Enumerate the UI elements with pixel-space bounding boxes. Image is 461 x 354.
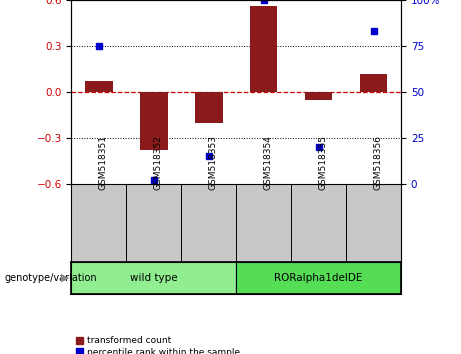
- Bar: [250, 6, 278, 92]
- Legend: transformed count, percentile rank within the sample: transformed count, percentile rank withi…: [76, 336, 240, 354]
- Bar: [140, 92, 168, 150]
- Text: RORalpha1delDE: RORalpha1delDE: [274, 273, 363, 283]
- Text: GSM518352: GSM518352: [154, 136, 163, 190]
- Bar: [71, 262, 236, 294]
- Text: GSM518351: GSM518351: [99, 135, 108, 190]
- Text: GSM518356: GSM518356: [373, 135, 383, 190]
- Text: GSM518353: GSM518353: [209, 135, 218, 190]
- Bar: [85, 81, 112, 92]
- Bar: [305, 92, 332, 100]
- Text: ▶: ▶: [61, 273, 69, 283]
- Text: genotype/variation: genotype/variation: [5, 273, 97, 283]
- Bar: [360, 74, 387, 92]
- Bar: [195, 92, 223, 123]
- Text: wild type: wild type: [130, 273, 177, 283]
- Text: GSM518354: GSM518354: [264, 136, 273, 190]
- Text: GSM518355: GSM518355: [319, 135, 328, 190]
- Bar: [236, 262, 401, 294]
